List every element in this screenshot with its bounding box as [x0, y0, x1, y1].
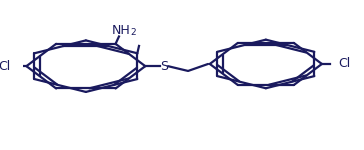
Text: S: S	[160, 60, 168, 73]
Text: 2: 2	[130, 28, 136, 37]
Text: Cl: Cl	[0, 60, 11, 73]
Text: NH: NH	[111, 24, 130, 37]
Text: Cl: Cl	[338, 57, 350, 70]
